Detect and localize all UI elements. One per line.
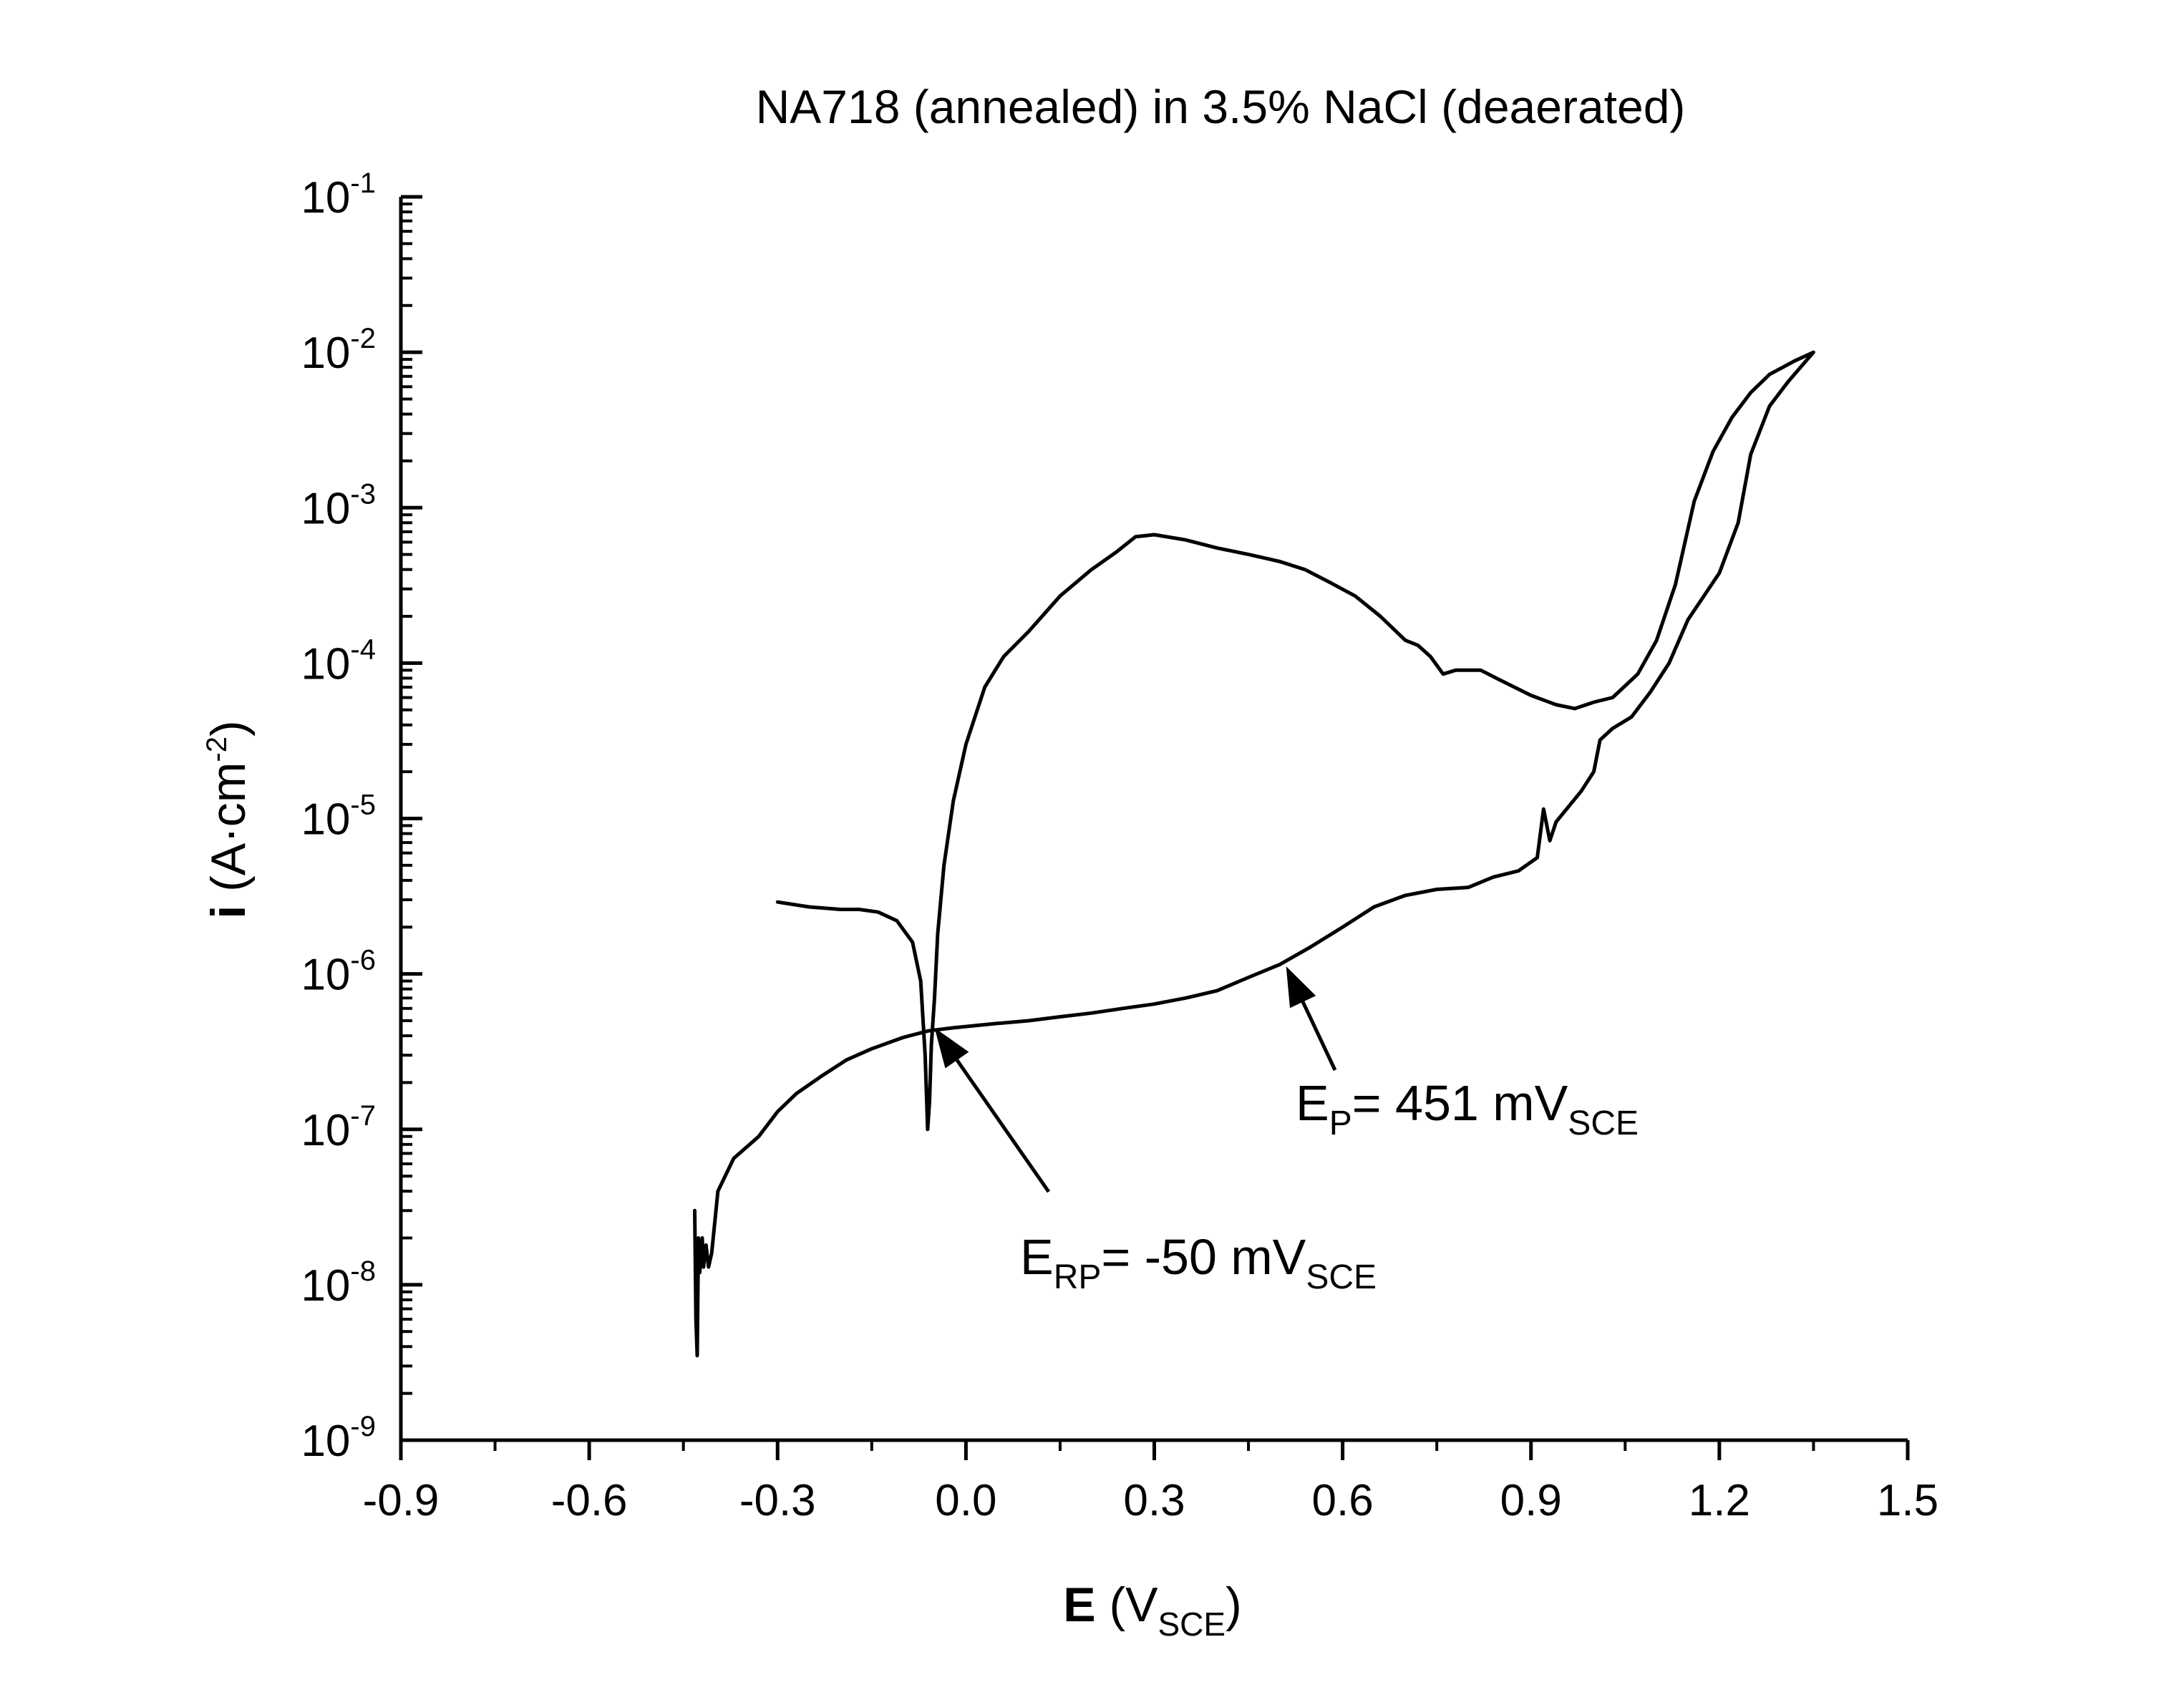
y-tick-base: 10	[301, 173, 350, 223]
y-axis-unit-sup: -2	[201, 737, 233, 762]
y-tick-label: 10-8	[301, 1255, 376, 1311]
y-tick-base: 10	[301, 484, 350, 533]
y-tick-label: 10-1	[301, 167, 376, 223]
annotation-label: ERP= -50 mVSCE	[1020, 1229, 1377, 1296]
x-axis-title: E (VSCE)	[1063, 1578, 1242, 1643]
y-axis-unit-close: )	[201, 720, 256, 737]
y-tick-label: 10-3	[301, 478, 376, 533]
y-tick-labels: 10-910-810-710-610-510-410-310-210-1	[301, 167, 376, 1466]
y-tick-exponent: -3	[350, 478, 376, 510]
annotation-arrow-shaft	[955, 1059, 1051, 1193]
annotation-label-part: RP	[1054, 1258, 1102, 1296]
y-ticks	[401, 195, 422, 1442]
x-axis-symbol: E	[1063, 1578, 1095, 1632]
y-tick-base: 10	[301, 639, 350, 689]
y-tick-base: 10	[301, 795, 350, 845]
y-tick-label: 10-7	[301, 1100, 376, 1155]
x-tick-label: 0.9	[1500, 1476, 1562, 1525]
x-tick-label: 0.3	[1123, 1476, 1185, 1525]
x-tick-label: -0.9	[363, 1476, 440, 1525]
annotation-label-part: P	[1329, 1104, 1352, 1142]
x-tick-label: -0.6	[551, 1476, 628, 1525]
y-tick-label: 10-2	[301, 323, 376, 378]
y-tick-label: 10-9	[301, 1411, 376, 1466]
y-tick-exponent: -6	[350, 945, 376, 976]
y-tick-base: 10	[301, 951, 350, 1000]
y-tick-label: 10-4	[301, 633, 376, 689]
annotation-label: EP= 451 mVSCE	[1296, 1075, 1639, 1142]
chart-title: NA718 (annealed) in 3.5% NaCl (deaerated…	[756, 80, 1686, 133]
y-tick-base: 10	[301, 329, 350, 378]
y-tick-label: 10-5	[301, 790, 376, 845]
annotation-label-part: = 451 mV	[1352, 1075, 1568, 1131]
y-axis-title: i (A·cm-2)	[201, 720, 256, 918]
y-tick-exponent: -5	[350, 790, 376, 821]
y-tick-exponent: -7	[350, 1100, 376, 1132]
x-tick-label: 0.0	[935, 1476, 996, 1525]
y-tick-exponent: -2	[350, 323, 376, 354]
annotation-arrow-shaft	[1301, 1001, 1337, 1072]
y-tick-base: 10	[301, 1417, 350, 1466]
y-tick-exponent: -9	[350, 1411, 376, 1442]
y-tick-exponent: -8	[350, 1255, 376, 1287]
x-tick-label: 1.2	[1689, 1476, 1750, 1525]
x-tick-label: 1.5	[1877, 1476, 1938, 1525]
annotation-label-part: SCE	[1568, 1104, 1639, 1142]
annotation-arrow-head	[934, 1027, 969, 1069]
polarization-curve	[693, 350, 1815, 1358]
x-axis-unit-open: (V	[1096, 1578, 1159, 1632]
x-tick-labels: -0.9 -0.6 -0.3 0.0 0.3 0.6 0.9 1.2 1.5	[363, 1476, 1939, 1525]
y-tick-base: 10	[301, 1106, 350, 1155]
series	[693, 350, 1815, 1358]
x-axis-unit-sub: SCE	[1158, 1606, 1226, 1643]
y-tick-exponent: -1	[350, 167, 376, 199]
x-ticks	[399, 1440, 1910, 1460]
x-axis-unit-close: )	[1226, 1578, 1242, 1632]
y-tick-label: 10-6	[301, 945, 376, 1000]
y-tick-exponent: -4	[350, 633, 376, 665]
x-tick-label: -0.3	[739, 1476, 816, 1525]
y-axis-unit-open: (A·cm	[201, 762, 256, 905]
x-tick-label: 0.6	[1312, 1476, 1374, 1525]
y-tick-base: 10	[301, 1261, 350, 1311]
annotation-label-part: = -50 mV	[1101, 1229, 1306, 1285]
annotation-label-part: E	[1020, 1229, 1054, 1285]
y-axis-symbol: i	[201, 905, 256, 919]
annotation-label-part: SCE	[1306, 1258, 1377, 1296]
annotation-label-part: E	[1296, 1075, 1329, 1131]
annotation-arrow-head	[1286, 966, 1316, 1009]
